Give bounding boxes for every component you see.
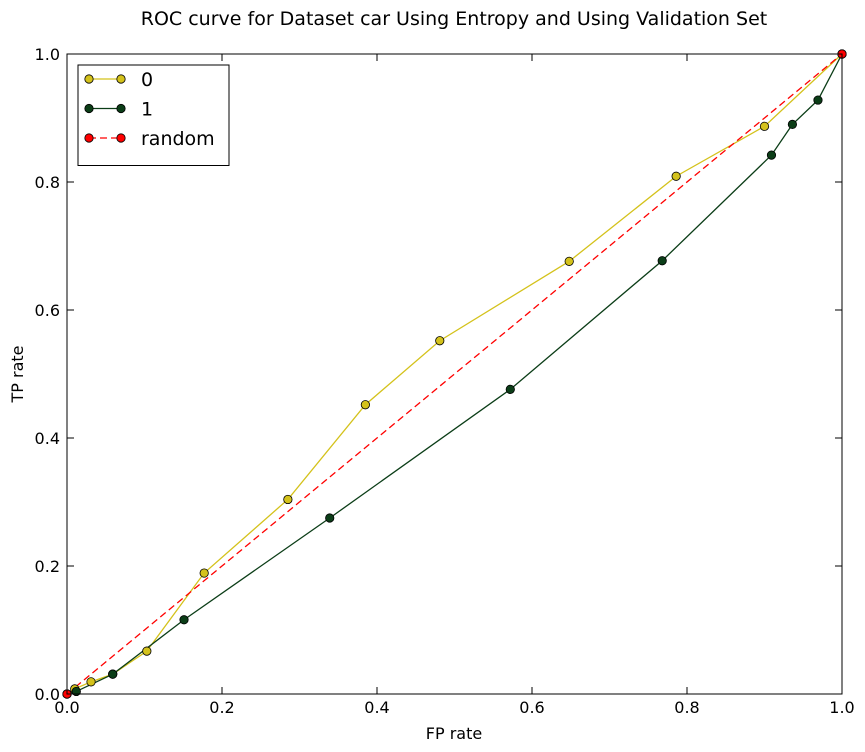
y-tick-label: 0.0	[35, 685, 60, 704]
x-tick-label: 0.0	[54, 698, 79, 717]
chart-title: ROC curve for Dataset car Using Entropy …	[141, 8, 767, 30]
x-tick-label: 0.6	[519, 698, 544, 717]
legend: 0 1 random	[77, 64, 230, 166]
x-axis-label: FP rate	[426, 724, 482, 743]
data-point-1	[766, 150, 777, 160]
legend-label-1: 1	[141, 99, 153, 121]
data-point-1	[179, 615, 189, 625]
x-tick-label: 1.0	[829, 698, 854, 717]
legend-marker-1	[84, 103, 94, 114]
data-point-0	[86, 677, 96, 687]
plot-area: 0.0 0.2 0.4 0.6 0.8 1.0 0.0 0.2 0.4 0.6 0.8 1.0	[35, 45, 855, 717]
y-axis-label: TP rate	[8, 345, 27, 403]
legend-label-random: random	[141, 128, 215, 150]
x-tick-label: 0.2	[209, 698, 234, 717]
data-point-0	[283, 494, 293, 505]
plot-frame	[66, 53, 843, 695]
data-point-1	[505, 384, 515, 394]
y-tick-label: 0.6	[35, 301, 60, 320]
x-tick-label: 0.4	[364, 698, 389, 717]
legend-label-0: 0	[141, 69, 153, 91]
y-tick-label: 0.4	[35, 429, 60, 448]
data-point-0	[199, 568, 209, 578]
data-point-1	[813, 95, 823, 105]
data-point-1	[787, 119, 798, 130]
legend-marker-random	[116, 133, 126, 143]
legend-marker-0	[84, 74, 94, 84]
data-point-0	[360, 400, 370, 410]
data-point-0	[435, 336, 445, 346]
legend-marker-0	[116, 74, 126, 84]
x-tick-label: 0.8	[674, 698, 699, 717]
data-point-0	[142, 646, 152, 656]
series-line-random	[66, 53, 843, 695]
legend-marker-1	[116, 103, 126, 114]
y-tick-label: 0.2	[35, 557, 60, 576]
data-point-0	[759, 121, 770, 131]
data-point-0	[564, 256, 574, 266]
data-point-0	[671, 171, 681, 181]
legend-marker-random	[84, 133, 94, 143]
y-tick-label: 1.0	[35, 45, 60, 64]
y-tick-label: 0.8	[35, 173, 60, 192]
data-point-1	[108, 669, 118, 679]
data-point-1	[325, 513, 335, 523]
legend-box	[77, 64, 230, 166]
data-point-1	[657, 256, 667, 266]
